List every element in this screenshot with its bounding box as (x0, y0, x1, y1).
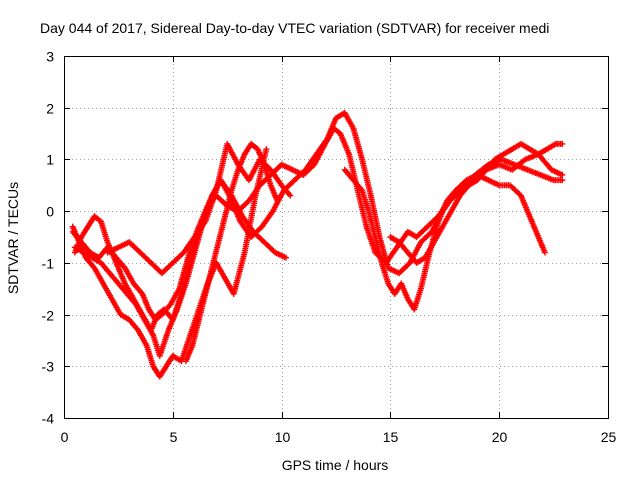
y-tick-label: -3 (42, 359, 55, 375)
x-tick-label: 20 (492, 429, 508, 445)
x-tick-label: 5 (170, 429, 178, 445)
series-track-5 (104, 140, 294, 277)
data-point (282, 254, 289, 261)
y-axis-label: SDTVAR / TECUs (5, 182, 21, 294)
data-marks (69, 109, 566, 380)
x-tick-label: 25 (601, 429, 617, 445)
data-point (263, 146, 270, 153)
axis-ticks: 0 5 10 15 20 25 -4 -3 -2 -1 0 1 2 3 (42, 49, 617, 446)
y-tick-label: -1 (42, 256, 55, 272)
chart-title: Day 044 of 2017, Sidereal Day-to-day VTE… (40, 20, 549, 36)
data-point (559, 171, 566, 178)
y-tick-label: 3 (46, 49, 54, 65)
data-point (274, 197, 281, 204)
x-tick-label: 0 (61, 429, 69, 445)
y-tick-label: 2 (46, 101, 54, 117)
x-tick-label: 15 (383, 429, 399, 445)
grid-lines (64, 56, 608, 418)
data-point (287, 192, 294, 199)
data-point (559, 140, 566, 147)
data-point (541, 249, 548, 256)
plot-frame (64, 56, 609, 419)
series-track-6 (182, 140, 281, 365)
y-tick-label: -4 (42, 411, 55, 427)
series-track-8 (387, 140, 566, 266)
y-tick-label: 0 (46, 204, 54, 220)
x-tick-label: 10 (275, 429, 291, 445)
y-tick-label: -2 (42, 308, 55, 324)
data-point (559, 177, 566, 184)
y-tick-label: 1 (46, 152, 54, 168)
x-axis-label: GPS time / hours (282, 457, 389, 473)
